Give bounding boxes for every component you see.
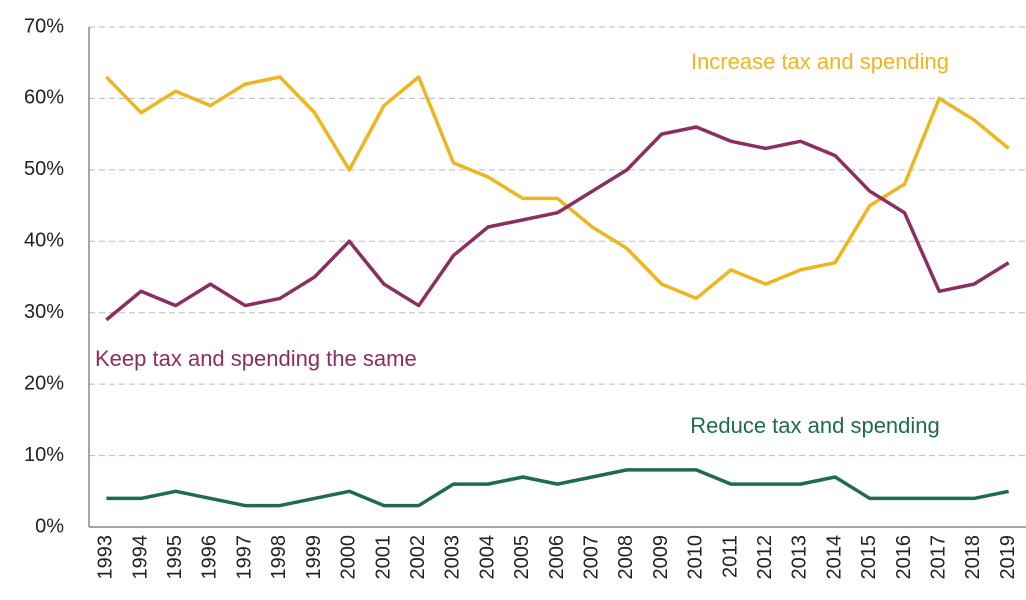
x-tick-label: 1996 bbox=[199, 535, 221, 580]
line bbox=[106, 468, 1010, 508]
x-tick-label: 2016 bbox=[893, 535, 915, 580]
x-tick-label: 2007 bbox=[580, 535, 602, 580]
y-tick-label: 10% bbox=[24, 444, 64, 466]
x-tick-label: 2018 bbox=[962, 535, 984, 580]
line bbox=[105, 75, 1010, 301]
y-tick-label: 60% bbox=[24, 87, 64, 109]
series-label: Reduce tax and spending bbox=[690, 413, 940, 438]
x-tick-label: 2012 bbox=[754, 535, 776, 580]
x-tick-label: 2014 bbox=[823, 535, 845, 580]
x-tick-label: 2017 bbox=[928, 535, 950, 580]
x-tick-label: 2005 bbox=[511, 535, 533, 580]
y-tick-label: 0% bbox=[35, 515, 64, 537]
x-tick-label: 2011 bbox=[719, 535, 741, 578]
x-tick-label: 2001 bbox=[372, 535, 394, 580]
x-tick-label: 2000 bbox=[338, 535, 360, 580]
x-tick-label: 2010 bbox=[685, 535, 707, 580]
x-tick-label: 2006 bbox=[546, 535, 568, 580]
x-tick-label: 2004 bbox=[476, 535, 498, 580]
x-tick-label: 2003 bbox=[442, 535, 464, 580]
x-tick-label: 2002 bbox=[407, 535, 429, 580]
y-tick-label: 50% bbox=[24, 158, 64, 180]
y-tick-label: 40% bbox=[24, 230, 64, 252]
x-tick-label: 2015 bbox=[858, 535, 880, 580]
y-tick-label: 30% bbox=[24, 301, 64, 323]
x-tick-label: 2009 bbox=[650, 535, 672, 580]
x-tick-label: 1993 bbox=[95, 535, 117, 580]
y-tick-label: 70% bbox=[24, 15, 64, 37]
x-tick-label: 1998 bbox=[268, 535, 290, 580]
x-tick-label: 1997 bbox=[233, 535, 255, 580]
x-tick-label: 1994 bbox=[129, 535, 151, 580]
x-tick-label: 1999 bbox=[303, 535, 325, 580]
x-tick-label: 2019 bbox=[997, 535, 1019, 580]
series-label: Increase tax and spending bbox=[691, 49, 949, 74]
line bbox=[105, 125, 1010, 322]
x-tick-label: 2008 bbox=[615, 535, 637, 580]
series-label: Keep tax and spending the same bbox=[95, 346, 417, 371]
x-tick-label: 1995 bbox=[164, 535, 186, 580]
y-tick-label: 20% bbox=[24, 372, 64, 394]
x-tick-label: 2013 bbox=[789, 535, 811, 580]
